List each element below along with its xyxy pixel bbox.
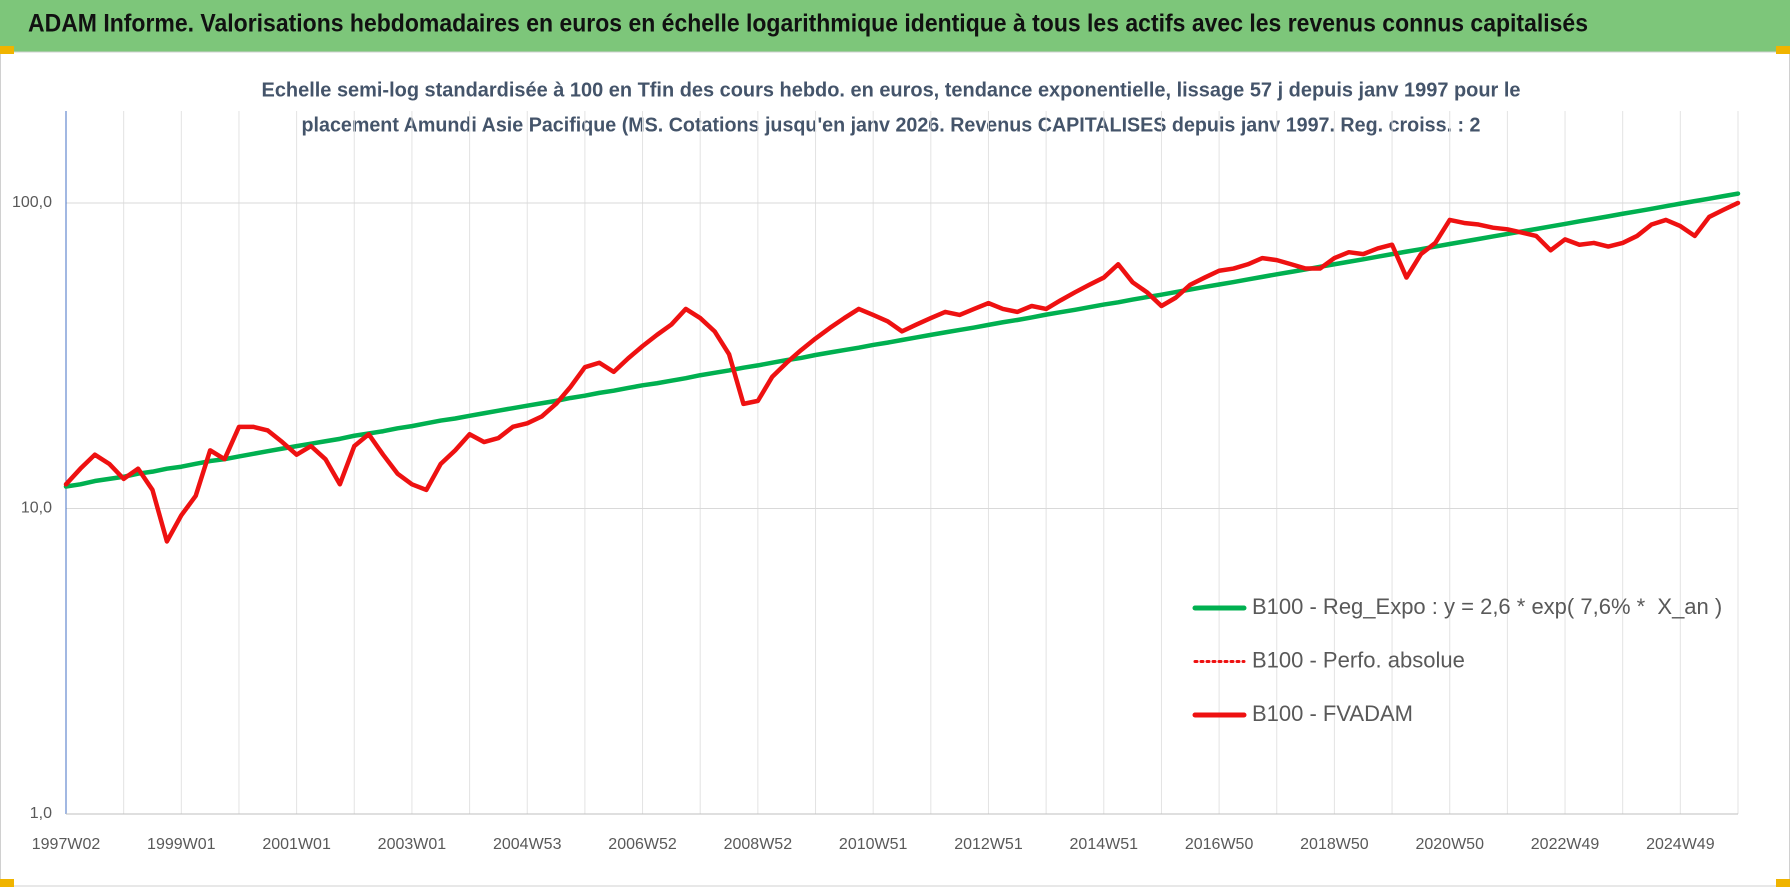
y-tick-label: 100,0 <box>12 194 52 211</box>
chart-title: ADAM Informe. Valorisations hebdomadaire… <box>28 10 1588 38</box>
corner-handle <box>1776 879 1790 887</box>
x-tick-label: 2022W49 <box>1531 836 1600 853</box>
legend-label: B100 - Reg_Expo : y = 2,6 * exp( 7,6% * … <box>1252 594 1722 619</box>
x-tick-label: 2010W51 <box>839 836 908 853</box>
chart-subtitle: placement Amundi Asie Pacifique (MS. Cot… <box>302 114 1481 136</box>
legend-label: B100 - FVADAM <box>1252 701 1413 726</box>
plot <box>63 191 1741 544</box>
x-tick-label: 2006W52 <box>608 836 677 853</box>
x-tick-label: 2016W50 <box>1185 836 1254 853</box>
x-tick-label: 2008W52 <box>724 836 793 853</box>
x-tick-label: 2001W01 <box>262 836 331 853</box>
legend: B100 - Reg_Expo : y = 2,6 * exp( 7,6% * … <box>1192 594 1722 726</box>
x-tick-label: 2024W49 <box>1646 836 1715 853</box>
header-bar <box>0 0 1790 52</box>
corner-handle <box>0 46 14 54</box>
x-tick-label: 2018W50 <box>1300 836 1369 853</box>
x-tick-label: 2003W01 <box>378 836 447 853</box>
x-tick-label: 2004W53 <box>493 836 562 853</box>
legend-label: B100 - Perfo. absolue <box>1252 647 1465 672</box>
x-tick-label: 2014W51 <box>1070 836 1139 853</box>
x-tick-label: 2012W51 <box>954 836 1023 853</box>
y-tick-label: 1,0 <box>30 805 52 822</box>
series-line <box>63 200 1741 544</box>
x-tick-label: 1999W01 <box>147 836 216 853</box>
grid: 1,0 10,0 100,0 1997W02 1999W01 2001W01 2003W01… <box>12 111 1739 853</box>
corner-handle <box>1776 46 1790 54</box>
chart-subtitle: Echelle semi-log standardisée à 100 en T… <box>262 79 1521 101</box>
corner-handle <box>0 879 14 887</box>
x-tick-label: 2020W50 <box>1415 836 1484 853</box>
series-line <box>63 191 1741 489</box>
x-tick-label: 1997W02 <box>32 836 101 853</box>
y-tick-label: 10,0 <box>21 500 52 517</box>
